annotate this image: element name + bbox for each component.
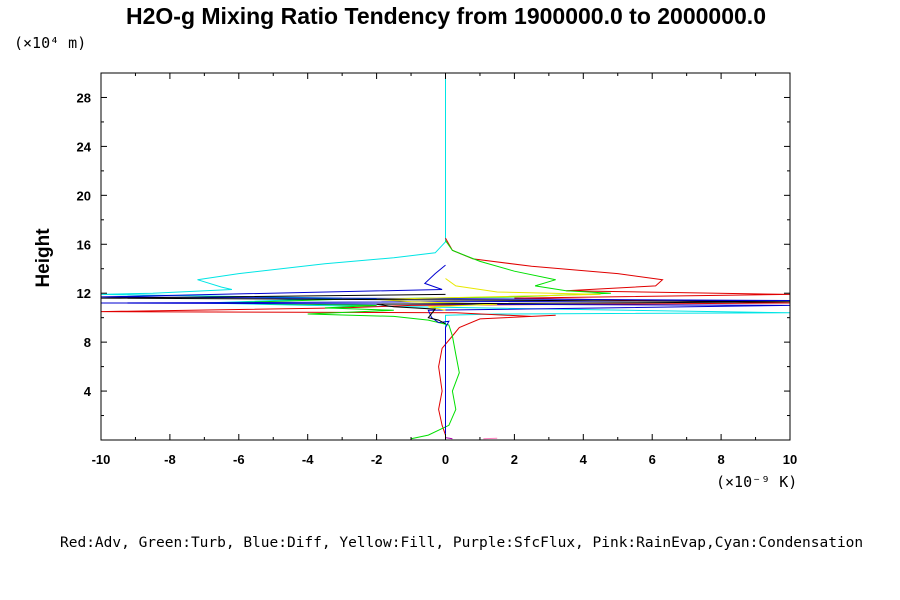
x-tick-label: -4 bbox=[302, 452, 314, 467]
x-tick-label: 10 bbox=[783, 452, 797, 467]
series-line-turb bbox=[221, 240, 611, 440]
y-tick-label: 28 bbox=[77, 90, 91, 105]
x-tick-label: 6 bbox=[649, 452, 656, 467]
legend: Red:Adv, Green:Turb, Blue:Diff, Yellow:F… bbox=[60, 535, 863, 551]
series-line-condensation bbox=[100, 73, 791, 437]
series-line-black-7 bbox=[100, 293, 791, 325]
series-layer bbox=[100, 73, 791, 440]
x-tick-label: 8 bbox=[717, 452, 724, 467]
x-tick-label: -2 bbox=[371, 452, 383, 467]
series-line-rainevap bbox=[483, 437, 498, 440]
x-tick-label: 0 bbox=[442, 452, 449, 467]
y-tick-label: 16 bbox=[77, 237, 91, 252]
x-tick-label: -6 bbox=[233, 452, 245, 467]
y-tick-label: 12 bbox=[77, 286, 91, 301]
y-tick-label: 20 bbox=[77, 188, 91, 203]
chart-title: H2O-g Mixing Ratio Tendency from 1900000… bbox=[126, 3, 766, 29]
x-tick-label: -10 bbox=[92, 452, 111, 467]
y-unit: (×10⁴ m) bbox=[14, 34, 86, 52]
y-tick-label: 8 bbox=[84, 335, 91, 350]
y-tick-label: 4 bbox=[84, 384, 92, 399]
y-axis-label: Height bbox=[33, 228, 54, 288]
x-unit: (×10⁻⁹ K) bbox=[716, 473, 797, 491]
y-tick-label: 24 bbox=[77, 139, 92, 154]
series-line-adv bbox=[100, 237, 791, 436]
x-tick-label: 2 bbox=[511, 452, 518, 467]
x-tick-label: -8 bbox=[164, 452, 176, 467]
plot-frame bbox=[100, 72, 791, 441]
series-line-sfcflux bbox=[445, 437, 453, 440]
x-tick-label: 4 bbox=[580, 452, 588, 467]
